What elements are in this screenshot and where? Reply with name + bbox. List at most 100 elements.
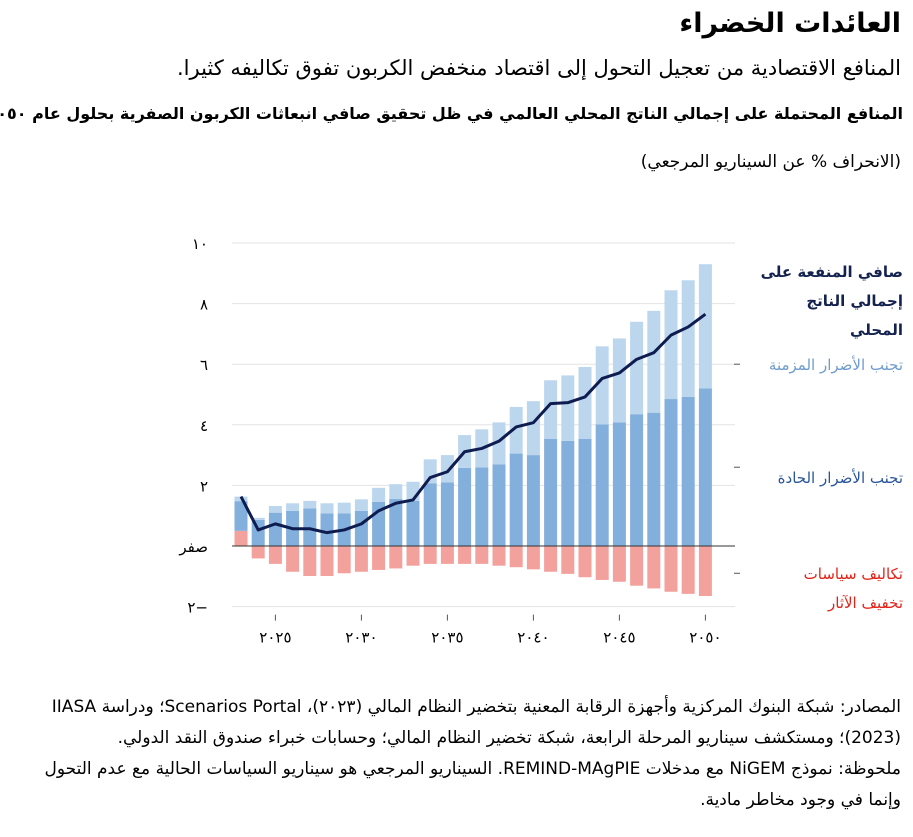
bar-acute: [595, 424, 609, 546]
bar-costs: [475, 546, 489, 564]
notes: المصادر: شبكة البنوك المركزية وأجهزة الر…: [12, 692, 901, 816]
bar-costs: [595, 546, 609, 580]
bar-chronic: [286, 503, 300, 511]
bar-costs: [458, 546, 472, 564]
bar-chronic: [509, 406, 523, 454]
bar-costs: [389, 546, 403, 569]
bar-chronic: [492, 422, 506, 465]
bar-costs: [509, 546, 523, 568]
bar-costs: [630, 546, 644, 586]
bar-costs: [561, 546, 575, 574]
legend-net-benefit: صافي المنفعة على إجمالي الناتج المحلي: [760, 263, 903, 339]
y-tick-label: ٨: [200, 296, 208, 314]
bar-costs: [647, 546, 661, 589]
bar-costs: [578, 546, 592, 578]
y-tick-label: ١٠: [192, 235, 208, 253]
chart: ٢− صفر ٢ ٤ ٦ ٨ ١٠ ٢٠٢٥ ٢٠٣٠ ٢٠٣٥ ٢٠٤٠ ٢٠٤٥ ٢٠٥٠: [178, 235, 740, 647]
bar-costs: [372, 546, 386, 570]
bar-chronic: [440, 455, 454, 483]
bar-acute: [303, 508, 317, 546]
bar-acute: [268, 512, 282, 546]
chart-heading: المنافع المحتملة على إجمالي الناتج المحل…: [0, 104, 903, 123]
bar-chronic: [544, 380, 558, 439]
y-tick-label: ٤: [200, 417, 208, 435]
chart-units: (الانحراف % عن السيناريو المرجعي): [640, 152, 901, 172]
x-tick-label: ٢٠٤٠: [517, 629, 549, 647]
page-title: العائدات الخضراء: [679, 8, 901, 39]
bar-acute: [234, 501, 248, 531]
bar-acute: [630, 414, 644, 546]
bar-acute: [664, 399, 678, 546]
bar-costs: [268, 546, 282, 564]
x-tick-label: ٢٠٤٥: [603, 629, 635, 647]
x-tick-label: ٢٠٢٥: [259, 629, 291, 647]
bar-acute: [492, 464, 506, 546]
bar-costs: [526, 546, 540, 570]
x-tick-label: ٢٠٣٠: [345, 629, 377, 647]
bar-chronic: [561, 375, 575, 441]
bar-acute: [475, 467, 489, 546]
bar-chronic: [303, 500, 317, 509]
bar-chronic: [268, 506, 282, 513]
legend-chronic-damages: تجنب الأضرار المزمنة: [768, 356, 903, 374]
legend-mitigation-costs: تكاليف سياسات تخفيف الآثار: [803, 565, 903, 612]
bar-chronic: [630, 321, 644, 415]
bar-acute: [561, 440, 575, 546]
bar-chronic: [664, 290, 678, 400]
bar-costs: [423, 546, 437, 564]
bar-acute: [354, 510, 368, 546]
bar-chronic: [372, 487, 386, 502]
bar-costs: [440, 546, 454, 564]
bar-costs: [251, 546, 265, 559]
bar-chronic: [681, 280, 695, 397]
bar-chronic: [337, 502, 351, 514]
bar-chronic: [595, 346, 609, 425]
bar-acute: [698, 388, 712, 546]
bar-costs: [612, 546, 626, 582]
legend-acute-damages: تجنب الأضرار الحادة: [777, 469, 903, 487]
bar-costs: [664, 546, 678, 592]
bar-costs: [337, 546, 351, 574]
bar-acute: [526, 455, 540, 546]
bar-acute: [612, 422, 626, 546]
bar-chronic: [526, 401, 540, 456]
bar-chronic: [647, 310, 661, 413]
bar-costs: [698, 546, 712, 596]
sources-text: المصادر: شبكة البنوك المركزية وأجهزة الر…: [51, 697, 901, 748]
y-tick-label: ٢: [200, 477, 208, 495]
bar-chronic: [320, 503, 334, 514]
bar-acute: [406, 500, 420, 546]
bar-acute: [320, 513, 334, 546]
x-tick-label: ٢٠٥٠: [689, 629, 721, 647]
bar-costs: [354, 546, 368, 572]
bar-costs: [286, 546, 300, 572]
x-tick-label: ٢٠٣٥: [431, 629, 463, 647]
y-tick-label: ٢−: [187, 599, 208, 617]
bar-acute: [681, 396, 695, 546]
note-text: ملحوظة: نموذج NiGEM مع مدخلات REMIND-MAg…: [44, 759, 901, 810]
bar-acute: [458, 467, 472, 546]
bar-acute: [509, 453, 523, 546]
net-benefit-line: [239, 312, 707, 535]
bar-costs: [234, 530, 248, 546]
bar-costs: [406, 546, 420, 566]
bar-chronic: [251, 517, 265, 520]
bar-acute: [578, 438, 592, 546]
bar-chronic: [389, 484, 403, 500]
bar-acute: [544, 438, 558, 546]
bar-costs: [492, 546, 506, 566]
bar-costs: [303, 546, 317, 576]
bar-chronic: [578, 366, 592, 439]
bar-costs: [320, 546, 334, 576]
y-tick-label: صفر: [178, 538, 208, 556]
bar-chronic: [612, 338, 626, 423]
page-subtitle: المنافع الاقتصادية من تعجيل التحول إلى ا…: [176, 56, 901, 80]
bar-costs: [544, 546, 558, 572]
bar-acute: [647, 412, 661, 546]
bar-acute: [440, 482, 454, 546]
bar-chronic: [698, 264, 712, 389]
bar-costs: [681, 546, 695, 594]
y-tick-label: ٦: [200, 356, 208, 374]
bar-acute: [423, 483, 437, 546]
bar-chronic: [354, 499, 368, 511]
